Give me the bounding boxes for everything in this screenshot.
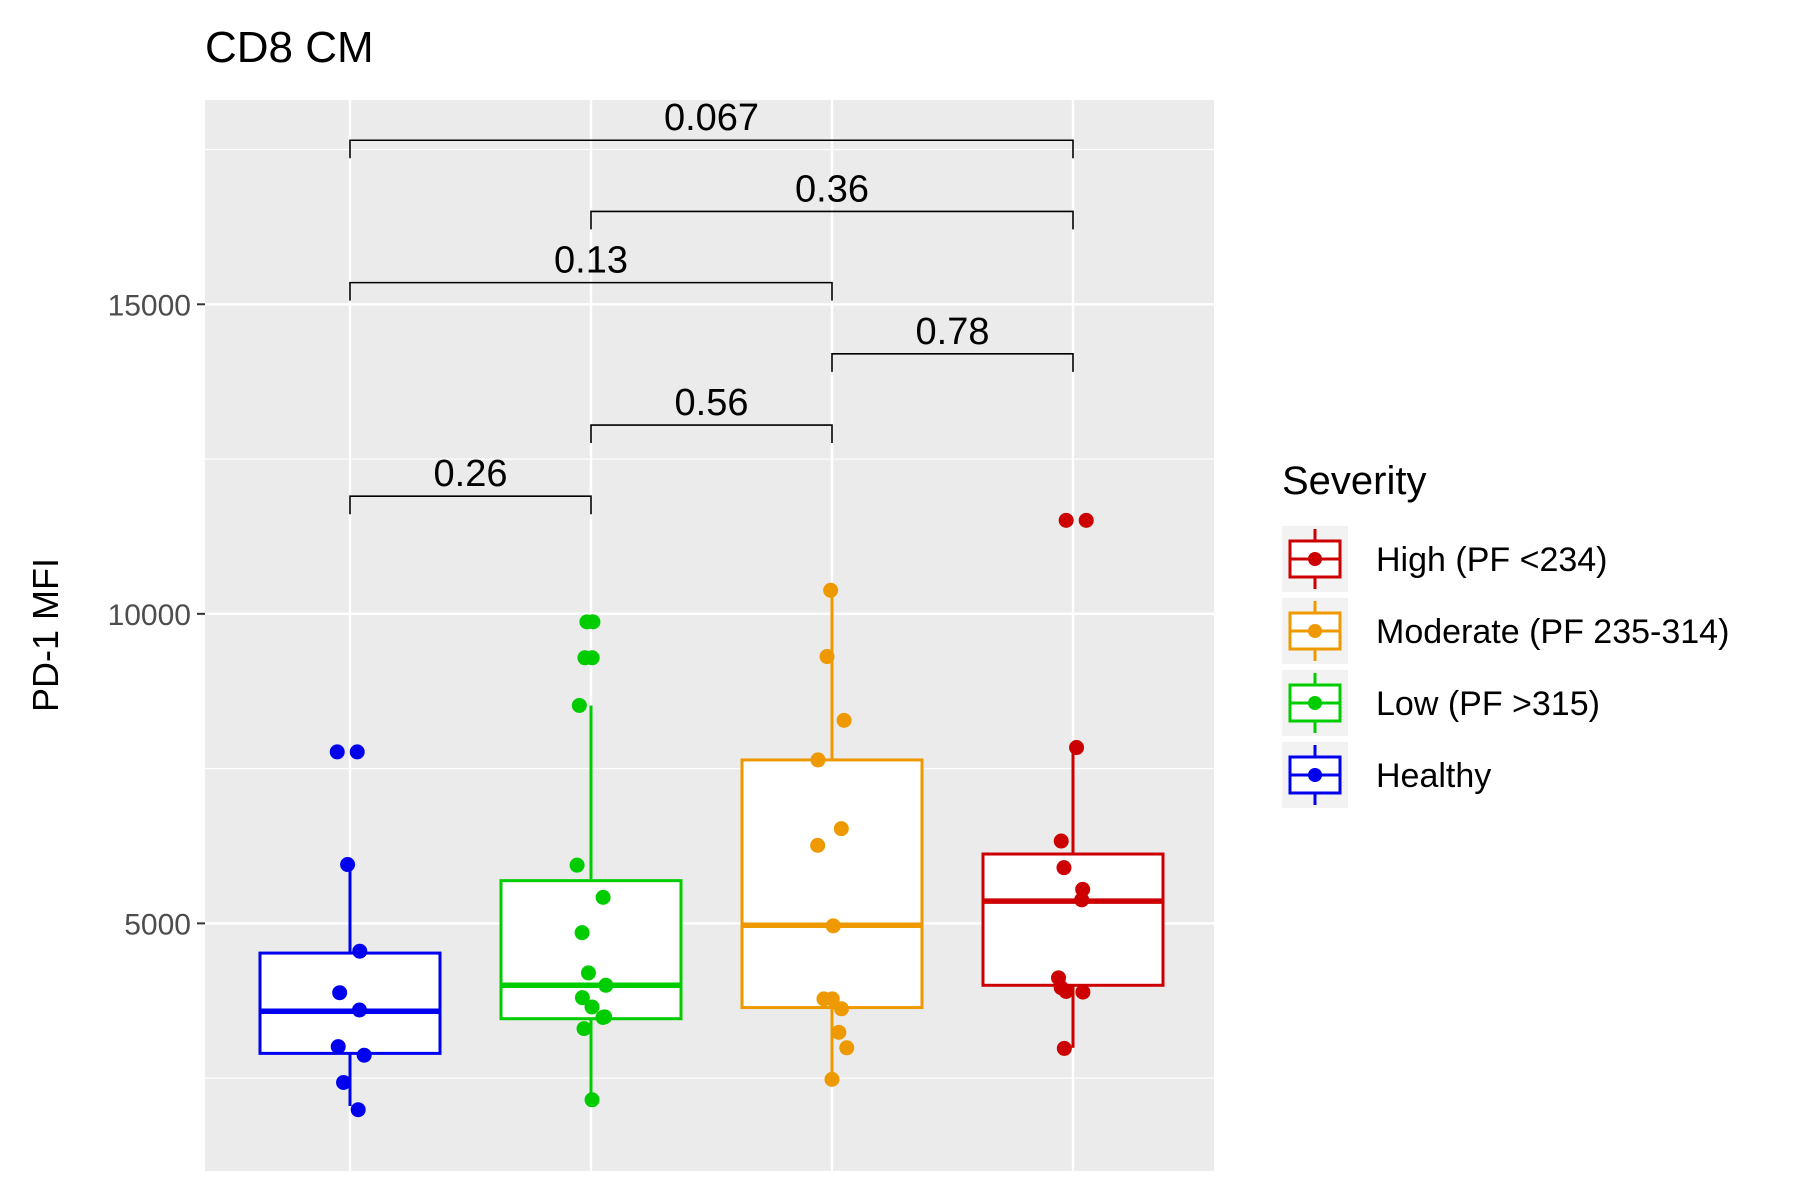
box-high bbox=[981, 747, 1165, 1048]
legend-key-point bbox=[1308, 768, 1322, 782]
legend-label: Moderate (PF 235-314) bbox=[1376, 613, 1729, 651]
bracket-line bbox=[590, 210, 1074, 230]
data-point bbox=[580, 965, 596, 981]
box-iqr bbox=[740, 758, 924, 1010]
y-tick-label: 10000 bbox=[108, 599, 191, 632]
comparison-bracket: 0.26 bbox=[349, 453, 592, 515]
data-point bbox=[584, 1092, 600, 1108]
bracket-line bbox=[831, 353, 1074, 372]
data-point bbox=[356, 1047, 372, 1063]
bracket-line bbox=[590, 424, 833, 444]
data-point bbox=[329, 744, 345, 760]
box-moderate bbox=[740, 592, 924, 1077]
data-point bbox=[352, 943, 368, 959]
legend-key-point bbox=[1308, 696, 1322, 710]
data-point bbox=[350, 1102, 366, 1118]
data-point bbox=[831, 1024, 847, 1040]
comparison-bracket: 0.56 bbox=[590, 382, 833, 444]
legend-entry: Healthy bbox=[1282, 742, 1491, 808]
data-point bbox=[569, 857, 585, 873]
p-value-label: 0.067 bbox=[664, 97, 759, 139]
chart-title: CD8 CM bbox=[205, 23, 374, 72]
data-point bbox=[839, 1040, 855, 1056]
legend-label: Low (PF >315) bbox=[1376, 685, 1600, 723]
data-point bbox=[1058, 983, 1074, 999]
data-point bbox=[1075, 984, 1091, 1000]
data-point bbox=[1078, 512, 1094, 528]
data-point bbox=[810, 752, 826, 768]
data-point bbox=[833, 821, 849, 837]
bracket-line bbox=[349, 495, 592, 515]
legend-entry: High (PF <234) bbox=[1282, 526, 1608, 592]
data-point bbox=[595, 889, 611, 905]
data-point bbox=[823, 582, 839, 598]
comparison-bracket: 0.36 bbox=[590, 168, 1074, 230]
data-point bbox=[595, 1009, 611, 1025]
data-point bbox=[579, 614, 595, 630]
y-tick-label: 5000 bbox=[124, 908, 191, 941]
p-value-label: 0.78 bbox=[916, 311, 990, 353]
data-point bbox=[340, 857, 356, 873]
data-point bbox=[1056, 1040, 1072, 1056]
p-value-label: 0.13 bbox=[554, 240, 628, 282]
data-point bbox=[836, 712, 852, 728]
comparison-bracket: 0.78 bbox=[831, 311, 1074, 372]
point-layer bbox=[329, 512, 1094, 1118]
legend-label: High (PF <234) bbox=[1376, 541, 1608, 579]
data-point bbox=[571, 697, 587, 713]
data-point bbox=[824, 1071, 840, 1087]
box-layer bbox=[258, 592, 1165, 1106]
y-tick-label: 15000 bbox=[108, 289, 191, 322]
comparison-bracket: 0.13 bbox=[349, 240, 833, 301]
comparison-bracket: 0.067 bbox=[349, 97, 1074, 159]
y-axis: 5000 10000 15000 bbox=[108, 289, 205, 941]
data-point bbox=[584, 650, 600, 666]
data-point bbox=[584, 999, 600, 1015]
data-point bbox=[1069, 740, 1085, 756]
data-point bbox=[810, 837, 826, 853]
data-point bbox=[576, 1021, 592, 1037]
y-axis-label: PD-1 MFI bbox=[25, 558, 66, 712]
legend-key-point bbox=[1308, 624, 1322, 638]
bracket-line bbox=[349, 281, 833, 301]
data-point bbox=[1053, 833, 1069, 849]
data-point bbox=[351, 1002, 367, 1018]
data-point bbox=[1074, 892, 1090, 908]
legend-label: Healthy bbox=[1376, 757, 1491, 795]
data-point bbox=[574, 925, 590, 941]
legend: Severity High (PF <234) Moderate (PF 235-… bbox=[1282, 459, 1729, 808]
data-point bbox=[330, 1039, 346, 1055]
bracket-line bbox=[349, 139, 1074, 159]
box-iqr bbox=[258, 951, 442, 1055]
data-point bbox=[1058, 512, 1074, 528]
data-point bbox=[824, 991, 840, 1007]
p-value-label: 0.26 bbox=[434, 453, 508, 495]
data-point bbox=[332, 985, 348, 1001]
box-iqr bbox=[499, 879, 683, 1021]
legend-entry: Low (PF >315) bbox=[1282, 670, 1600, 736]
data-point bbox=[1056, 860, 1072, 876]
p-value-label: 0.36 bbox=[795, 168, 869, 210]
data-point bbox=[349, 744, 365, 760]
data-point bbox=[336, 1074, 352, 1090]
box-iqr bbox=[981, 852, 1165, 987]
comparison-brackets: 0.26 0.56 0.78 0.13 0.36 0.067 bbox=[349, 97, 1074, 515]
box-low bbox=[499, 705, 683, 1099]
data-point bbox=[574, 990, 590, 1006]
legend-entry: Moderate (PF 235-314) bbox=[1282, 598, 1729, 664]
legend-title: Severity bbox=[1282, 459, 1427, 503]
data-point bbox=[598, 977, 614, 993]
data-point bbox=[833, 1001, 849, 1017]
p-value-label: 0.56 bbox=[675, 382, 749, 424]
data-point bbox=[819, 649, 835, 665]
data-point bbox=[825, 918, 841, 934]
legend-key-point bbox=[1308, 552, 1322, 566]
box-healthy bbox=[258, 864, 442, 1106]
